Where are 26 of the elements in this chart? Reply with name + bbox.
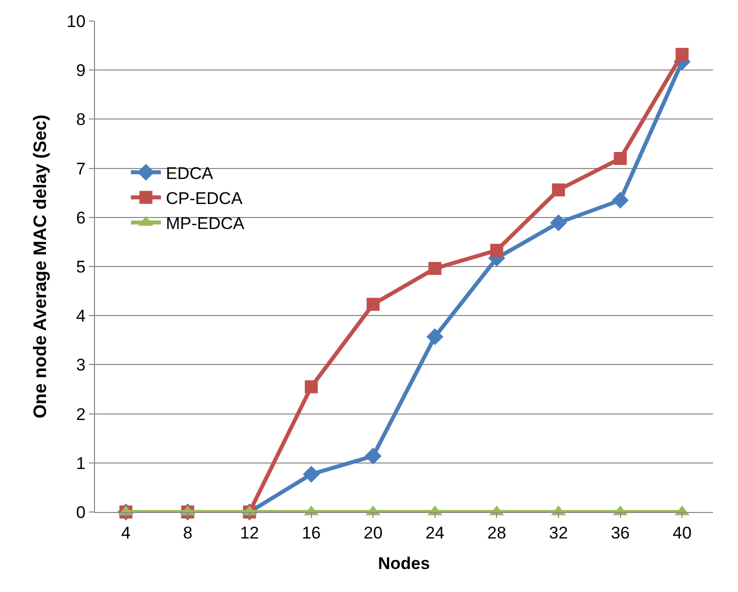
y-tick-label: 2 [76, 404, 86, 424]
x-tick-label: 4 [121, 523, 131, 542]
y-tick-label: 6 [76, 208, 86, 228]
y-tick-label: 3 [76, 356, 86, 375]
legend-label: EDCA [166, 164, 214, 183]
x-tick-label: 12 [240, 523, 259, 542]
y-tick-label: 0 [76, 502, 86, 522]
y-tick-label: 10 [66, 12, 86, 31]
x-tick-label: 32 [549, 523, 568, 542]
x-tick-label: 36 [610, 523, 630, 542]
y-tick-label: 5 [76, 257, 86, 276]
y-tick-label: 4 [76, 306, 86, 326]
x-tick-label: 20 [364, 523, 383, 542]
x-tick-label: 28 [487, 523, 506, 542]
x-axis-title: Nodes [378, 554, 430, 573]
y-axis-title: One node Average MAC delay (Sec) [30, 114, 50, 418]
x-tick-label: 8 [182, 523, 192, 542]
y-tick-label: 1 [76, 454, 86, 473]
x-tick-label: 16 [302, 523, 321, 542]
y-tick-label: 9 [76, 61, 86, 80]
legend-label: CP-EDCA [166, 189, 244, 208]
y-tick-label: 7 [76, 159, 86, 178]
legend-label: MP-EDCA [166, 214, 245, 234]
x-tick-label: 24 [425, 523, 444, 542]
y-tick-label: 8 [76, 110, 86, 130]
x-tick-label: 40 [672, 523, 692, 542]
